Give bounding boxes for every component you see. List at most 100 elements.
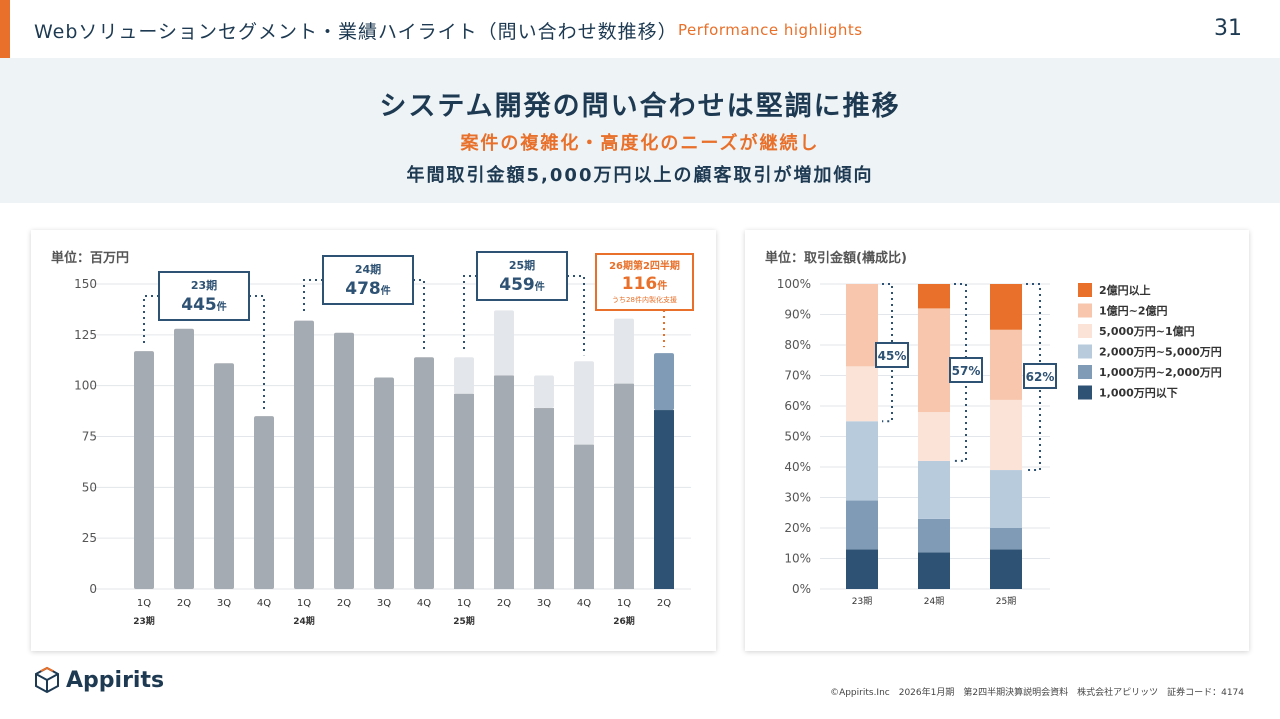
headline-banner: システム開発の問い合わせは堅調に推移 案件の複雑化・高度化のニーズが継続し 年間…	[0, 58, 1280, 203]
y-tick-label: 40%	[784, 460, 811, 474]
bar-upper-segment	[534, 375, 554, 409]
stacked-bar-segment	[918, 308, 950, 413]
stacked-bar-segment	[990, 329, 1022, 400]
stacked-bar-segment	[918, 552, 950, 589]
header-accent-bar	[0, 0, 10, 58]
legend-label: 1億円~2億円	[1099, 304, 1168, 318]
bar-base-segment	[534, 408, 554, 589]
annotation-value: 57%	[952, 364, 981, 378]
bar-upper-segment	[614, 318, 634, 384]
annotation-value: 459件	[499, 275, 545, 295]
composition-chart-panel: 単位：取引金額(構成比) 0% 10% 20% 30% 40% 50% 60% 70% 80% 90…	[745, 230, 1249, 651]
bar-base-segment	[414, 357, 434, 589]
legend-swatch	[1078, 303, 1092, 318]
annotation-box	[158, 271, 250, 321]
annotation-box	[322, 255, 414, 305]
x-tick-label: 4Q	[257, 598, 271, 609]
x-tick-label: 25期	[996, 596, 1016, 607]
subheadline: 案件の複雑化・高度化のニーズが継続し	[460, 133, 820, 154]
legend-swatch	[1078, 324, 1092, 338]
annotation-dotted-line	[567, 275, 585, 356]
y-tick-label: 10%	[784, 552, 811, 566]
x-tick-label: 1Q	[457, 598, 471, 609]
stacked-bar-segment	[846, 549, 878, 589]
header: Webソリューションセグメント・業績ハイライト（問い合わせ数推移） Perfor…	[0, 0, 1280, 58]
y-tick-label: 100%	[777, 277, 811, 291]
annotation-value: 445件	[181, 295, 227, 315]
period-label: 24期	[293, 615, 315, 627]
y-tick-label: 125	[74, 328, 97, 342]
bar-base-segment	[134, 351, 154, 589]
x-tick-label: 4Q	[577, 598, 591, 609]
cube-logo-icon	[35, 666, 59, 694]
bar-base-segment	[494, 375, 514, 589]
stacked-bar-segment	[918, 518, 950, 553]
bar-base-segment	[654, 410, 674, 589]
stacked-bar-segment	[990, 549, 1022, 589]
subheadline-2: 年間取引金額5,000万円以上の顧客取引が増加傾向	[406, 165, 874, 186]
page-number: 31	[1214, 16, 1242, 41]
period-label: 26期	[613, 615, 635, 627]
annotation-value: 478件	[345, 279, 391, 299]
stacked-bar-segment	[990, 470, 1022, 528]
bar-upper-segment	[494, 310, 514, 376]
bar-base-segment	[174, 328, 194, 589]
annotation-title: 25期	[509, 258, 535, 272]
stacked-bar-segment	[990, 528, 1022, 550]
y-tick-label: 75	[82, 430, 97, 444]
stacked-bar-segment	[918, 412, 950, 461]
y-tick-label: 0	[89, 582, 97, 596]
y-tick-label: 90%	[784, 308, 811, 322]
stacked-bar-segment	[918, 284, 950, 309]
bar-upper-segment	[454, 357, 474, 394]
x-tick-label: 2Q	[177, 598, 191, 609]
x-tick-label: 24期	[924, 596, 944, 607]
x-tick-label: 3Q	[537, 598, 551, 609]
page-subtitle: Performance highlights	[678, 21, 863, 39]
annotation-dotted-line	[249, 295, 265, 411]
annotation-dotted-line	[303, 279, 323, 315]
y-tick-label: 50	[82, 480, 97, 494]
unit-label: 単位：取引金額(構成比)	[765, 250, 907, 266]
legend-label: 2億円以上	[1099, 283, 1151, 297]
logo-text: Appirits	[66, 667, 165, 693]
bar-base-segment	[574, 444, 594, 589]
inquiry-bar-chart: 単位：百万円 0 25 50 75 100 125 150 1Q 2Q 3Q 4Q 1Q 2Q 3Q 4Q 1Q…	[51, 250, 694, 627]
x-tick-label: 1Q	[137, 598, 151, 609]
y-tick-label: 30%	[784, 491, 811, 505]
page-title: Webソリューションセグメント・業績ハイライト（問い合わせ数推移）	[34, 21, 678, 43]
x-tick-label: 2Q	[497, 598, 511, 609]
bar-base-segment	[214, 363, 234, 589]
bar-upper-segment	[654, 353, 674, 411]
bar-base-segment	[454, 393, 474, 589]
stacked-bar-segment	[846, 421, 878, 501]
stacked-bar-segment	[846, 284, 878, 367]
y-tick-label: 70%	[784, 369, 811, 383]
stacked-bar-segment	[990, 284, 1022, 330]
stacked-bar-segment	[846, 500, 878, 550]
legend-label: 2,000万円~5,000万円	[1099, 346, 1222, 359]
annotation-value: 116件	[622, 274, 668, 294]
legend-swatch	[1078, 283, 1092, 297]
y-tick-label: 100	[74, 379, 97, 393]
bar-upper-segment	[574, 361, 594, 445]
annotation-box	[595, 253, 694, 311]
annotation-title: 26期第2四半期	[609, 259, 680, 272]
bar-base-segment	[614, 383, 634, 589]
annotation-dotted-line	[954, 283, 967, 462]
x-tick-label: 2Q	[337, 598, 351, 609]
y-tick-label: 150	[74, 277, 97, 291]
x-tick-label: 3Q	[217, 598, 231, 609]
bar-base-segment	[334, 332, 354, 589]
annotation-box	[949, 357, 983, 383]
annotation-dotted-line	[1026, 283, 1041, 472]
period-label: 23期	[133, 615, 155, 627]
legend-swatch	[1078, 365, 1092, 379]
annotation-box	[476, 251, 568, 301]
legend-swatch	[1078, 385, 1092, 400]
x-tick-label: 1Q	[617, 598, 631, 609]
inquiry-chart-panel: 単位：百万円 0 25 50 75 100 125 150 1Q 2Q 3Q 4Q 1Q 2Q 3Q 4Q 1Q…	[31, 230, 716, 651]
composition-stacked-chart: 単位：取引金額(構成比) 0% 10% 20% 30% 40% 50% 60% 70% 80% 90…	[765, 250, 1222, 607]
headline: システム開発の問い合わせは堅調に推移	[379, 91, 901, 122]
annotation-dotted-line	[463, 275, 477, 352]
